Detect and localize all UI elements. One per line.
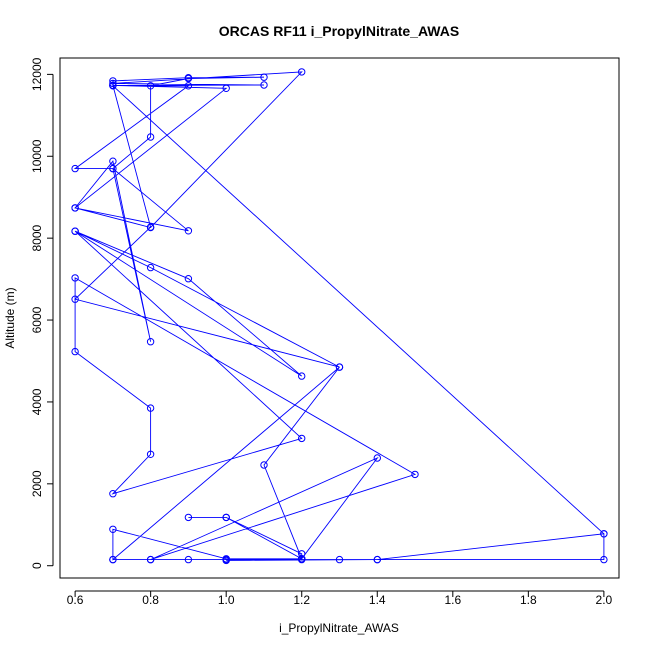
x-axis: 0.6 0.8 1.0 1.2 1.4 1.6 1.8 2.0	[67, 590, 613, 607]
x-axis-label: i_PropylNitrate_AWAS	[279, 621, 399, 635]
data-point	[109, 82, 117, 90]
data-point	[260, 81, 268, 89]
x-tick-label: 0.6	[67, 593, 84, 607]
x-tick-label: 1.4	[369, 593, 386, 607]
data-point	[260, 73, 268, 81]
data-point	[146, 133, 155, 141]
data-point	[335, 555, 344, 564]
y-tick-label: 4000	[30, 388, 44, 415]
data-point	[335, 363, 344, 371]
y-tick-label: 2000	[30, 470, 44, 497]
data-point	[600, 555, 608, 564]
data-point	[184, 513, 193, 522]
plot-frame	[59, 57, 620, 579]
data-point	[71, 295, 79, 303]
data-point	[222, 555, 230, 563]
x-tick-label: 1.0	[218, 593, 235, 607]
data-point	[184, 82, 193, 90]
data-point	[184, 555, 193, 564]
x-tick-label: 1.6	[444, 593, 461, 607]
y-tick-label: 12000	[30, 57, 44, 91]
x-tick-label: 1.2	[293, 593, 310, 607]
data-point	[298, 372, 306, 380]
data-point	[146, 223, 155, 232]
data-point	[600, 530, 608, 538]
x-tick-label: 1.8	[520, 593, 537, 607]
data-point	[298, 68, 306, 76]
data-point	[373, 454, 381, 462]
series-path	[73, 71, 605, 561]
data-point	[184, 227, 193, 235]
y-tick-label: 6000	[30, 306, 44, 333]
x-tick-label: 0.8	[142, 593, 159, 607]
series-line	[73, 71, 605, 561]
data-point	[222, 84, 230, 93]
data-point	[109, 525, 117, 533]
data-point	[109, 79, 117, 88]
chart-title: ORCAS RF11 i_PropylNitrate_AWAS	[219, 23, 459, 39]
data-point	[109, 555, 117, 564]
data-point	[146, 555, 155, 564]
data-point	[298, 550, 306, 558]
data-point	[146, 338, 155, 346]
data-point	[71, 204, 79, 212]
data-point	[373, 555, 381, 564]
data-point	[222, 513, 230, 522]
data-point	[71, 227, 79, 235]
data-point	[298, 434, 306, 443]
data-point	[146, 263, 155, 272]
series-points	[71, 68, 608, 565]
data-point	[71, 164, 79, 173]
data-point	[184, 74, 193, 82]
y-tick-label: 0	[30, 562, 44, 569]
data-point	[146, 82, 155, 90]
data-point	[71, 274, 79, 282]
data-point	[109, 77, 117, 85]
x-tick-label: 2.0	[596, 593, 613, 607]
y-axis: 0 2000 4000 6000 8000 10000 12000	[30, 57, 54, 569]
y-tick-label: 10000	[30, 139, 44, 173]
y-tick-label: 8000	[30, 224, 44, 251]
data-point	[260, 461, 268, 469]
data-point	[109, 490, 117, 498]
data-point	[146, 404, 155, 412]
data-point	[109, 157, 117, 165]
data-point	[146, 450, 155, 458]
data-point	[298, 555, 306, 563]
data-point	[184, 275, 193, 283]
data-point	[71, 347, 79, 356]
y-axis-label: Altitude (m)	[3, 287, 17, 348]
data-point	[411, 470, 419, 479]
data-point	[109, 164, 117, 173]
